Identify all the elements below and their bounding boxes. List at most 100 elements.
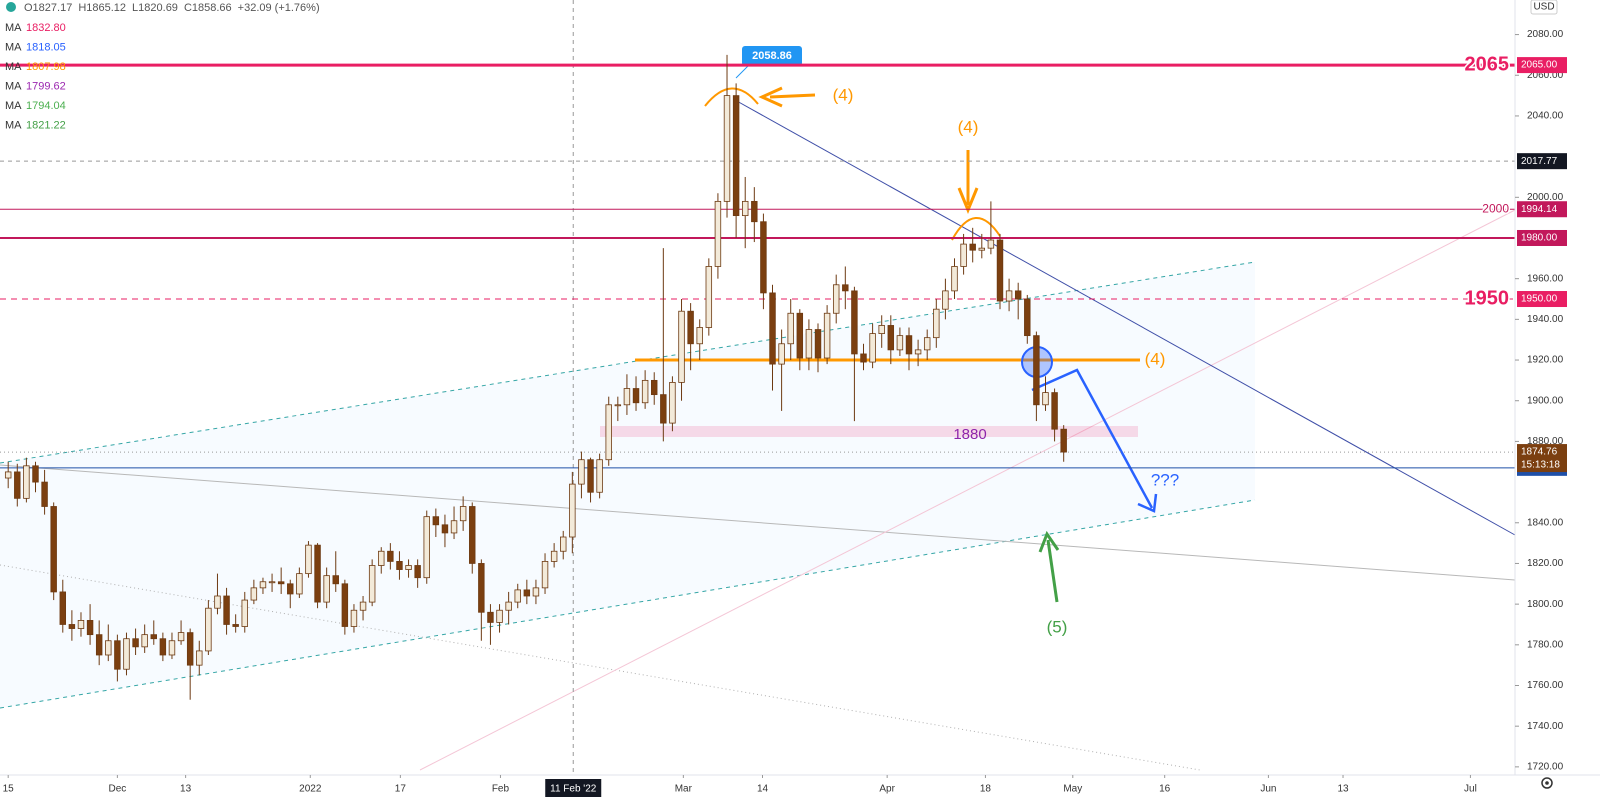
candle-body: [259, 581, 267, 589]
y-tick-label: 1840.00: [1527, 517, 1564, 528]
candle-body: [860, 353, 867, 363]
annotations: 2058.86 (4) (4) (4) 1880 ??? (5): [752, 50, 1179, 637]
y-tick-label: 2000.00: [1527, 192, 1564, 203]
candle-body: [405, 565, 412, 570]
candle-body: [714, 200, 722, 267]
wave-label: (4): [1145, 349, 1166, 368]
candle-body: [50, 506, 57, 593]
candle-body: [723, 95, 731, 202]
x-tick-label: 14: [757, 784, 769, 795]
y-tick-label: 1900.00: [1527, 395, 1564, 406]
countdown: 15:13:18: [1521, 460, 1560, 471]
ma-name[interactable]: MA: [5, 100, 22, 112]
candle-body: [550, 550, 558, 562]
ma-name[interactable]: MA: [5, 41, 22, 53]
wave-label: (4): [833, 85, 854, 104]
candle-body: [732, 95, 740, 217]
candle-body: [423, 516, 430, 579]
ma-name[interactable]: MA: [5, 22, 22, 34]
level-text: 2065: [1465, 53, 1510, 75]
wave-label: (5): [1047, 617, 1068, 636]
candle-body: [105, 640, 112, 656]
ma-name[interactable]: MA: [5, 80, 22, 92]
price-tag: [1517, 201, 1567, 218]
x-tick-label: 13: [1337, 784, 1349, 795]
candle-body: [678, 310, 685, 383]
candle-body: [414, 565, 421, 579]
candle-body: [796, 312, 804, 359]
candle-body: [205, 607, 212, 652]
candle-body: [842, 284, 849, 292]
trend-line: [0, 564, 1201, 771]
candle-body: [396, 561, 403, 570]
candle-body: [569, 483, 576, 538]
ma-name[interactable]: MA: [5, 119, 22, 131]
candle-body: [705, 266, 713, 328]
candle-body: [1014, 290, 1022, 300]
arrow: [1038, 530, 1060, 603]
candle-body: [177, 632, 185, 642]
candle-body: [1051, 392, 1058, 430]
currency-box[interactable]: [1530, 0, 1558, 15]
candle-body: [32, 465, 39, 483]
ohlc-value: L1820.69: [132, 2, 178, 14]
crosshair-x-label: 11 Feb '22: [550, 784, 597, 795]
last-price-label: 1874.76: [1521, 447, 1558, 458]
ohlc-value: +32.09 (+1.76%): [238, 2, 320, 14]
candle-body: [59, 591, 67, 625]
candle-body: [159, 638, 167, 656]
y-tick-label: 1880.00: [1527, 436, 1564, 447]
settings-icon[interactable]: [1545, 781, 1549, 785]
candle-body: [132, 638, 139, 648]
arrow: [957, 150, 979, 214]
candle-body: [942, 290, 949, 310]
x-tick-label: Jun: [1260, 784, 1276, 795]
settings-icon[interactable]: [1541, 777, 1553, 789]
candle-body: [805, 329, 813, 359]
y-tick-label: 1740.00: [1527, 721, 1564, 732]
callout-text: 2058.86: [752, 50, 792, 62]
candle-body: [387, 550, 394, 562]
zone: [600, 426, 1138, 437]
candle-body: [760, 221, 767, 294]
y-tick-label: 1940.00: [1527, 314, 1564, 325]
candle-body: [378, 550, 385, 566]
candle-body: [1060, 428, 1067, 453]
ma-value: 1821.22: [26, 119, 66, 131]
ma-value: 1799.62: [26, 80, 66, 92]
drawings: [0, 46, 1516, 771]
price-tag-label: 1950.00: [1521, 294, 1558, 305]
candle-body: [987, 239, 995, 249]
x-tick-label: 13: [180, 784, 192, 795]
trend-line: [734, 99, 1516, 536]
price-tag-label: 1994.14: [1521, 204, 1558, 215]
arc: [951, 217, 1001, 241]
candle-body: [887, 325, 895, 351]
candle-body: [505, 601, 512, 611]
candle-body: [823, 312, 831, 359]
candle-body: [532, 587, 540, 597]
candle-body: [969, 243, 976, 251]
candle-body: [150, 634, 157, 640]
level-text: 2000: [1482, 201, 1509, 215]
candle-body: [441, 524, 449, 534]
candle-body: [1005, 290, 1013, 302]
candle-body: [696, 327, 703, 345]
question-label: ???: [1151, 470, 1179, 489]
candle-body: [560, 536, 567, 552]
candle-body: [832, 284, 840, 314]
candle-body: [332, 575, 339, 585]
candle-body: [186, 632, 194, 666]
ma-value: 1807.98: [26, 61, 66, 73]
ma-name[interactable]: MA: [5, 61, 22, 73]
y-tick-label: 1780.00: [1527, 639, 1564, 650]
candle-body: [478, 563, 485, 613]
candle-body: [123, 638, 130, 670]
candle-body: [978, 247, 986, 251]
arc: [704, 87, 759, 107]
settings-icon[interactable]: [1541, 777, 1553, 789]
currency[interactable]: USD: [1533, 2, 1554, 13]
candle-body: [951, 266, 958, 292]
crosshair-x-tag: [545, 779, 602, 797]
